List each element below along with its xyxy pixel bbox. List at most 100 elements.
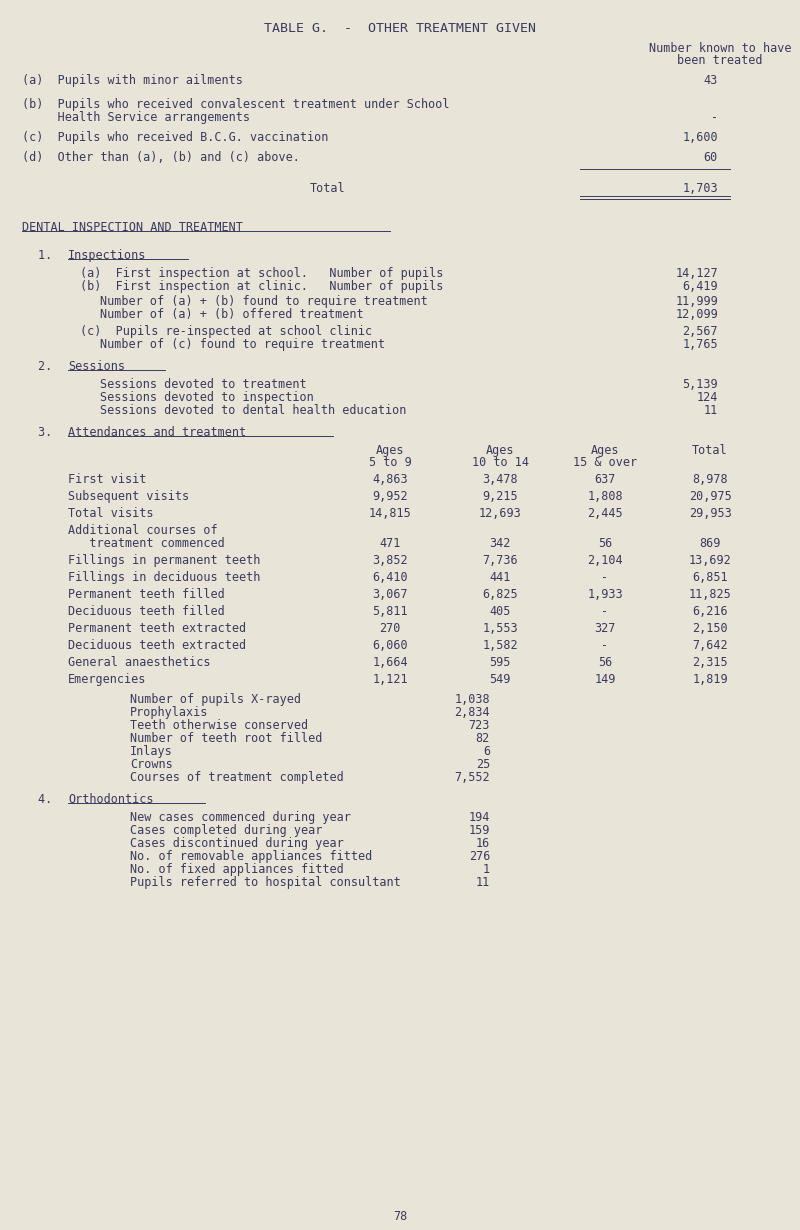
Text: 6,825: 6,825 xyxy=(482,588,518,601)
Text: 723: 723 xyxy=(469,720,490,732)
Text: Number of (a) + (b) found to require treatment: Number of (a) + (b) found to require tre… xyxy=(100,295,428,308)
Text: Sessions: Sessions xyxy=(68,360,125,373)
Text: Ages: Ages xyxy=(486,444,514,458)
Text: 7,642: 7,642 xyxy=(692,640,728,652)
Text: 13,692: 13,692 xyxy=(689,554,731,567)
Text: Number known to have: Number known to have xyxy=(649,42,791,55)
Text: 2,104: 2,104 xyxy=(587,554,623,567)
Text: 276: 276 xyxy=(469,850,490,863)
Text: New cases commenced during year: New cases commenced during year xyxy=(130,811,351,824)
Text: 2,567: 2,567 xyxy=(682,325,718,338)
Text: 327: 327 xyxy=(594,622,616,635)
Text: 11,825: 11,825 xyxy=(689,588,731,601)
Text: (a)  First inspection at school.   Number of pupils: (a) First inspection at school. Number o… xyxy=(80,267,443,280)
Text: 3,852: 3,852 xyxy=(372,554,408,567)
Text: 1,765: 1,765 xyxy=(682,338,718,351)
Text: Sessions devoted to inspection: Sessions devoted to inspection xyxy=(100,391,314,403)
Text: Ages: Ages xyxy=(590,444,619,458)
Text: 12,099: 12,099 xyxy=(675,308,718,321)
Text: -: - xyxy=(602,605,609,617)
Text: 12,693: 12,693 xyxy=(478,507,522,520)
Text: 6,216: 6,216 xyxy=(692,605,728,617)
Text: treatment commenced: treatment commenced xyxy=(68,538,225,550)
Text: DENTAL INSPECTION AND TREATMENT: DENTAL INSPECTION AND TREATMENT xyxy=(22,221,243,234)
Text: Deciduous teeth filled: Deciduous teeth filled xyxy=(68,605,225,617)
Text: 14,815: 14,815 xyxy=(369,507,411,520)
Text: 1,808: 1,808 xyxy=(587,490,623,503)
Text: No. of fixed appliances fitted: No. of fixed appliances fitted xyxy=(130,863,344,876)
Text: General anaesthetics: General anaesthetics xyxy=(68,656,210,669)
Text: been treated: been treated xyxy=(678,54,762,66)
Text: 5,139: 5,139 xyxy=(682,378,718,391)
Text: Orthodontics: Orthodontics xyxy=(68,793,154,806)
Text: Number of (a) + (b) offered treatment: Number of (a) + (b) offered treatment xyxy=(100,308,364,321)
Text: 6,410: 6,410 xyxy=(372,571,408,584)
Text: TABLE G.  -  OTHER TREATMENT GIVEN: TABLE G. - OTHER TREATMENT GIVEN xyxy=(264,22,536,34)
Text: Teeth otherwise conserved: Teeth otherwise conserved xyxy=(130,720,308,732)
Text: 56: 56 xyxy=(598,538,612,550)
Text: 43: 43 xyxy=(704,74,718,87)
Text: 1,038: 1,038 xyxy=(454,692,490,706)
Text: 29,953: 29,953 xyxy=(689,507,731,520)
Text: 1,703: 1,703 xyxy=(682,182,718,196)
Text: 6: 6 xyxy=(483,745,490,758)
Text: 1.: 1. xyxy=(38,248,66,262)
Text: 6,060: 6,060 xyxy=(372,640,408,652)
Text: 82: 82 xyxy=(476,732,490,745)
Text: 9,215: 9,215 xyxy=(482,490,518,503)
Text: 2,315: 2,315 xyxy=(692,656,728,669)
Text: 441: 441 xyxy=(490,571,510,584)
Text: (a)  Pupils with minor ailments: (a) Pupils with minor ailments xyxy=(22,74,243,87)
Text: Total visits: Total visits xyxy=(68,507,154,520)
Text: (b)  Pupils who received convalescent treatment under School: (b) Pupils who received convalescent tre… xyxy=(22,98,450,111)
Text: 405: 405 xyxy=(490,605,510,617)
Text: 1,664: 1,664 xyxy=(372,656,408,669)
Text: 3,478: 3,478 xyxy=(482,474,518,486)
Text: Deciduous teeth extracted: Deciduous teeth extracted xyxy=(68,640,246,652)
Text: Subsequent visits: Subsequent visits xyxy=(68,490,189,503)
Text: 3.: 3. xyxy=(38,426,66,439)
Text: 9,952: 9,952 xyxy=(372,490,408,503)
Text: 2.: 2. xyxy=(38,360,66,373)
Text: 124: 124 xyxy=(697,391,718,403)
Text: 6,419: 6,419 xyxy=(682,280,718,293)
Text: Number of pupils X-rayed: Number of pupils X-rayed xyxy=(130,692,301,706)
Text: 2,150: 2,150 xyxy=(692,622,728,635)
Text: -: - xyxy=(602,571,609,584)
Text: 20,975: 20,975 xyxy=(689,490,731,503)
Text: Sessions devoted to dental health education: Sessions devoted to dental health educat… xyxy=(100,403,406,417)
Text: (d)  Other than (a), (b) and (c) above.: (d) Other than (a), (b) and (c) above. xyxy=(22,151,300,164)
Text: 194: 194 xyxy=(469,811,490,824)
Text: 56: 56 xyxy=(598,656,612,669)
Text: Fillings in deciduous teeth: Fillings in deciduous teeth xyxy=(68,571,260,584)
Text: 60: 60 xyxy=(704,151,718,164)
Text: 595: 595 xyxy=(490,656,510,669)
Text: Emergencies: Emergencies xyxy=(68,673,146,686)
Text: 549: 549 xyxy=(490,673,510,686)
Text: Cases completed during year: Cases completed during year xyxy=(130,824,322,836)
Text: Additional courses of: Additional courses of xyxy=(68,524,218,538)
Text: Crowns: Crowns xyxy=(130,758,173,771)
Text: (c)  Pupils re-inspected at school clinic: (c) Pupils re-inspected at school clinic xyxy=(80,325,372,338)
Text: 2,834: 2,834 xyxy=(454,706,490,720)
Text: 159: 159 xyxy=(469,824,490,836)
Text: 2,445: 2,445 xyxy=(587,507,623,520)
Text: 6,851: 6,851 xyxy=(692,571,728,584)
Text: 5 to 9: 5 to 9 xyxy=(369,456,411,469)
Text: 1,600: 1,600 xyxy=(682,132,718,144)
Text: 1,553: 1,553 xyxy=(482,622,518,635)
Text: -: - xyxy=(711,111,718,124)
Text: 637: 637 xyxy=(594,474,616,486)
Text: 14,127: 14,127 xyxy=(675,267,718,280)
Text: 3,067: 3,067 xyxy=(372,588,408,601)
Text: 7,552: 7,552 xyxy=(454,771,490,784)
Text: 4.: 4. xyxy=(38,793,66,806)
Text: Sessions devoted to treatment: Sessions devoted to treatment xyxy=(100,378,306,391)
Text: Pupils referred to hospital consultant: Pupils referred to hospital consultant xyxy=(130,876,401,889)
Text: 1,933: 1,933 xyxy=(587,588,623,601)
Text: 25: 25 xyxy=(476,758,490,771)
Text: Permanent teeth extracted: Permanent teeth extracted xyxy=(68,622,246,635)
Text: Total: Total xyxy=(692,444,728,458)
Text: 11,999: 11,999 xyxy=(675,295,718,308)
Text: 11: 11 xyxy=(476,876,490,889)
